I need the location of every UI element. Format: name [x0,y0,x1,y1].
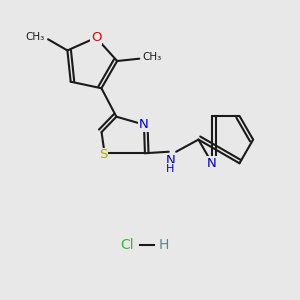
Text: Cl: Cl [120,238,134,252]
Text: O: O [91,31,101,44]
Text: CH₃: CH₃ [26,32,45,42]
Text: S: S [99,148,107,161]
Text: H: H [166,164,174,174]
Text: H: H [159,238,169,252]
Text: N: N [207,157,217,170]
Text: CH₃: CH₃ [142,52,162,62]
Text: N: N [139,118,149,131]
Text: N: N [165,154,175,166]
